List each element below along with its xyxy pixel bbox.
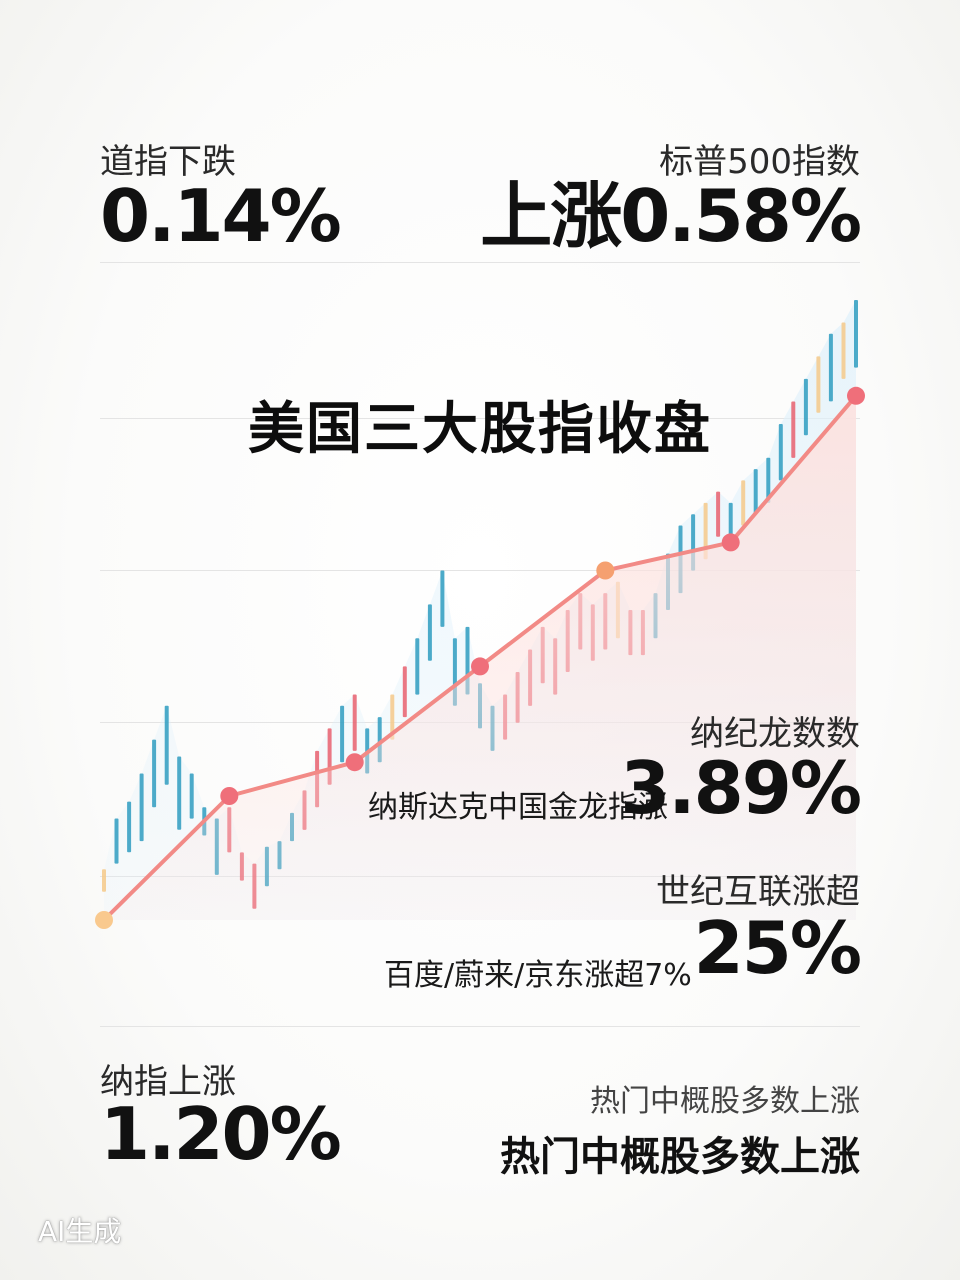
golden-dragon-sub: 纳斯达克中国金龙指涨: [368, 790, 668, 825]
candle: [816, 356, 821, 413]
trend-point: [345, 753, 364, 772]
sp500-label: 标普500指数: [659, 142, 860, 182]
trend-point: [471, 657, 489, 676]
divider-top: [100, 262, 860, 263]
candle: [164, 705, 169, 785]
china-concept-label: 热门中概股多数上涨: [590, 1084, 860, 1119]
candle: [427, 604, 432, 661]
candle: [440, 570, 445, 627]
golden-dragon-value: 3.89%: [620, 746, 862, 830]
candle: [778, 424, 783, 481]
divider-bottom: [100, 1026, 860, 1027]
china-concept-value: 热门中概股多数上涨: [500, 1134, 860, 1180]
candle: [127, 801, 132, 853]
candle: [741, 480, 746, 526]
century-internet-sub: 百度/蔚来/京东涨超7%: [384, 958, 692, 993]
candle: [402, 666, 407, 718]
candle: [189, 773, 194, 819]
candle: [854, 300, 858, 368]
candle: [841, 322, 846, 379]
candle: [753, 469, 758, 515]
trend-point: [95, 911, 113, 929]
candle: [352, 694, 357, 751]
candle: [139, 773, 144, 842]
dow-value: 0.14%: [100, 174, 342, 258]
candle: [803, 378, 808, 436]
nasdaq-label: 纳指上涨: [100, 1062, 236, 1102]
trend-point: [847, 386, 865, 405]
trend-point: [220, 787, 239, 805]
candle: [791, 401, 796, 458]
sp500-value: 上涨0.58%: [480, 174, 862, 258]
candle: [766, 457, 771, 503]
gridline: [100, 570, 860, 571]
dow-label: 道指下跌: [100, 142, 236, 182]
century-internet-label: 世纪互联涨超: [656, 872, 860, 912]
golden-dragon-label: 纳纪龙数数: [690, 714, 860, 754]
candle: [102, 869, 106, 892]
candle: [340, 705, 345, 763]
candle: [716, 491, 721, 537]
century-internet-value: 25%: [693, 906, 862, 990]
candle: [114, 818, 119, 864]
candle: [177, 756, 182, 830]
nasdaq-value: 1.20%: [100, 1092, 342, 1176]
candle: [390, 694, 395, 740]
trend-point: [596, 561, 615, 580]
trend-area: [104, 395, 856, 920]
candle: [703, 502, 708, 560]
candle: [415, 638, 420, 695]
trend-point: [721, 533, 740, 552]
candle: [152, 739, 157, 808]
page-title: 美国三大股指收盘: [248, 397, 712, 462]
candle: [828, 333, 833, 402]
gridline: [100, 418, 860, 419]
ai-generated-watermark: AI生成: [38, 1215, 122, 1248]
